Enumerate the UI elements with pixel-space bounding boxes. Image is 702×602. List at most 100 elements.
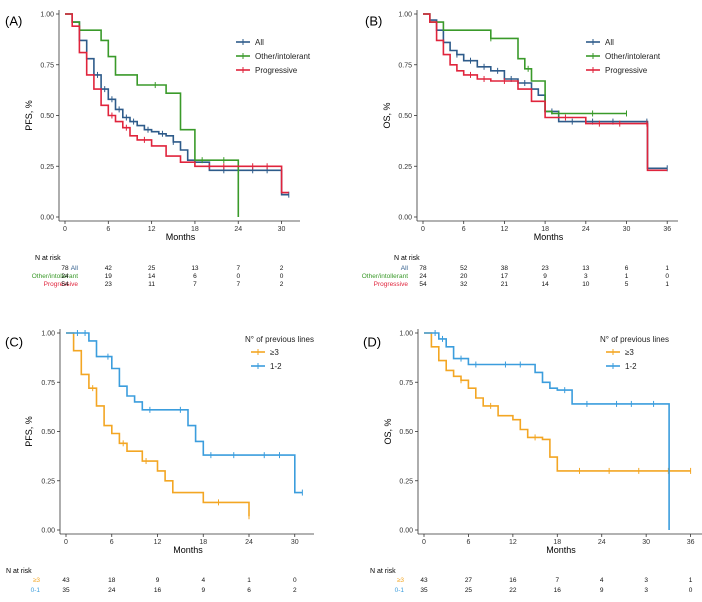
y-tick-label: 0.50 xyxy=(398,113,412,120)
panel-label: (A) xyxy=(5,14,22,29)
risk-value: 24 xyxy=(419,273,427,280)
risk-value: 32 xyxy=(460,281,468,288)
y-tick-label: 0.25 xyxy=(398,164,412,171)
km-curve-2 xyxy=(66,332,303,494)
km-curve-1 xyxy=(423,13,668,170)
risk-row-label: ≥3 xyxy=(33,577,41,584)
x-tick-label: 30 xyxy=(278,226,286,233)
risk-value: 1 xyxy=(665,265,669,272)
risk-value: 7 xyxy=(236,281,240,288)
risk-value: 5 xyxy=(625,281,629,288)
risk-value: 2 xyxy=(280,281,284,288)
risk-value: 16 xyxy=(509,577,517,584)
risk-value: 0 xyxy=(665,273,669,280)
legend-label: Progressive xyxy=(255,66,298,75)
legend-label: Other/intolerant xyxy=(605,52,661,61)
y-axis-title: OS, % xyxy=(382,102,392,128)
panel-a: (A) 0.00 0.25 0.50 0.75 1.00 0 6 12 18 24 30 Months P… xyxy=(5,10,311,288)
risk-value: 27 xyxy=(465,577,473,584)
risk-value: 20 xyxy=(460,273,468,280)
x-axis-title: Months xyxy=(166,232,196,242)
legend-label: 1-2 xyxy=(270,362,282,371)
km-curve-2 xyxy=(424,332,670,530)
risk-value: 35 xyxy=(62,587,70,594)
y-tick-label: 1.00 xyxy=(40,12,54,19)
y-tick-label: 0.75 xyxy=(40,62,54,69)
y-tick-label: 0.00 xyxy=(40,215,54,222)
risk-value: 11 xyxy=(148,281,155,288)
risk-value: 2 xyxy=(293,587,297,594)
risk-value: 52 xyxy=(460,265,468,272)
risk-value: 6 xyxy=(625,265,629,272)
x-tick-label: 0 xyxy=(64,539,68,546)
risk-value: 6 xyxy=(247,587,251,594)
risk-table-title: N at risk xyxy=(35,255,61,262)
risk-row-label: 0-1 xyxy=(395,587,405,594)
risk-value: 3 xyxy=(644,577,648,584)
y-tick-label: 0.75 xyxy=(398,62,412,69)
x-tick-label: 6 xyxy=(462,226,466,233)
risk-value: 0 xyxy=(236,273,240,280)
risk-value: 1 xyxy=(689,577,693,584)
panel-label: (C) xyxy=(5,335,23,350)
y-tick-label: 1.00 xyxy=(41,331,55,338)
risk-value: 22 xyxy=(509,587,517,594)
risk-value: 42 xyxy=(105,265,113,272)
risk-value: 9 xyxy=(201,587,205,594)
risk-value: 78 xyxy=(419,265,427,272)
risk-value: 7 xyxy=(555,577,559,584)
legend-label: Progressive xyxy=(605,66,648,75)
y-axis-title: OS, % xyxy=(383,418,393,444)
x-tick-label: 6 xyxy=(110,539,114,546)
risk-row-label: All xyxy=(71,265,79,272)
y-tick-label: 0.25 xyxy=(40,164,54,171)
y-tick-label: 0.25 xyxy=(399,478,413,485)
km-curve-1 xyxy=(424,332,691,472)
legend-label: All xyxy=(255,38,264,47)
risk-value: 13 xyxy=(582,265,590,272)
legend-label: ≥3 xyxy=(270,348,279,357)
panel-label: (D) xyxy=(363,335,381,350)
x-tick-label: 30 xyxy=(623,226,631,233)
legend-title: N° of previous lines xyxy=(245,335,314,344)
x-tick-label: 18 xyxy=(199,539,207,546)
x-axis-title: Months xyxy=(534,232,564,242)
risk-value: 54 xyxy=(61,281,69,288)
risk-value: 21 xyxy=(501,281,509,288)
x-tick-label: 24 xyxy=(245,539,253,546)
x-tick-label: 36 xyxy=(687,539,695,546)
risk-value: 9 xyxy=(156,577,160,584)
x-tick-label: 36 xyxy=(663,226,671,233)
risk-row-label: 0-1 xyxy=(31,587,41,594)
km-curve-2 xyxy=(423,13,627,115)
km-curve-2 xyxy=(65,13,240,217)
risk-value: 43 xyxy=(420,577,428,584)
risk-value: 7 xyxy=(236,265,240,272)
y-tick-label: 0.50 xyxy=(41,429,55,436)
x-tick-label: 12 xyxy=(509,539,517,546)
x-tick-label: 12 xyxy=(148,226,156,233)
x-tick-label: 30 xyxy=(291,539,299,546)
x-tick-label: 6 xyxy=(466,539,470,546)
legend-label: All xyxy=(605,38,614,47)
panel-c: (C)0.000.250.500.751.000 6 12 18 24 30MonthsP… xyxy=(5,329,314,594)
x-axis-title: Months xyxy=(546,545,576,555)
y-tick-label: 0.00 xyxy=(41,528,55,535)
risk-value: 25 xyxy=(148,265,156,272)
panel-d: (D)0.000.250.500.751.000 6 12 18 24 30 36Month… xyxy=(363,329,702,594)
risk-value: 16 xyxy=(554,587,562,594)
risk-value: 1 xyxy=(625,273,629,280)
x-tick-label: 12 xyxy=(154,539,162,546)
y-axis-title: PFS, % xyxy=(24,416,34,447)
risk-value: 0 xyxy=(280,273,284,280)
risk-value: 23 xyxy=(105,281,113,288)
risk-value: 35 xyxy=(420,587,428,594)
risk-value: 10 xyxy=(582,281,590,288)
km-curve-1 xyxy=(66,332,250,517)
panel-b: (B)0.000.250.500.751.000 6 12 18 24 30 36Month… xyxy=(362,10,678,288)
risk-table-title: N at risk xyxy=(6,568,32,575)
risk-value: 3 xyxy=(584,273,588,280)
x-tick-label: 24 xyxy=(598,539,606,546)
y-tick-label: 0.00 xyxy=(399,528,413,535)
risk-value: 1 xyxy=(247,577,251,584)
